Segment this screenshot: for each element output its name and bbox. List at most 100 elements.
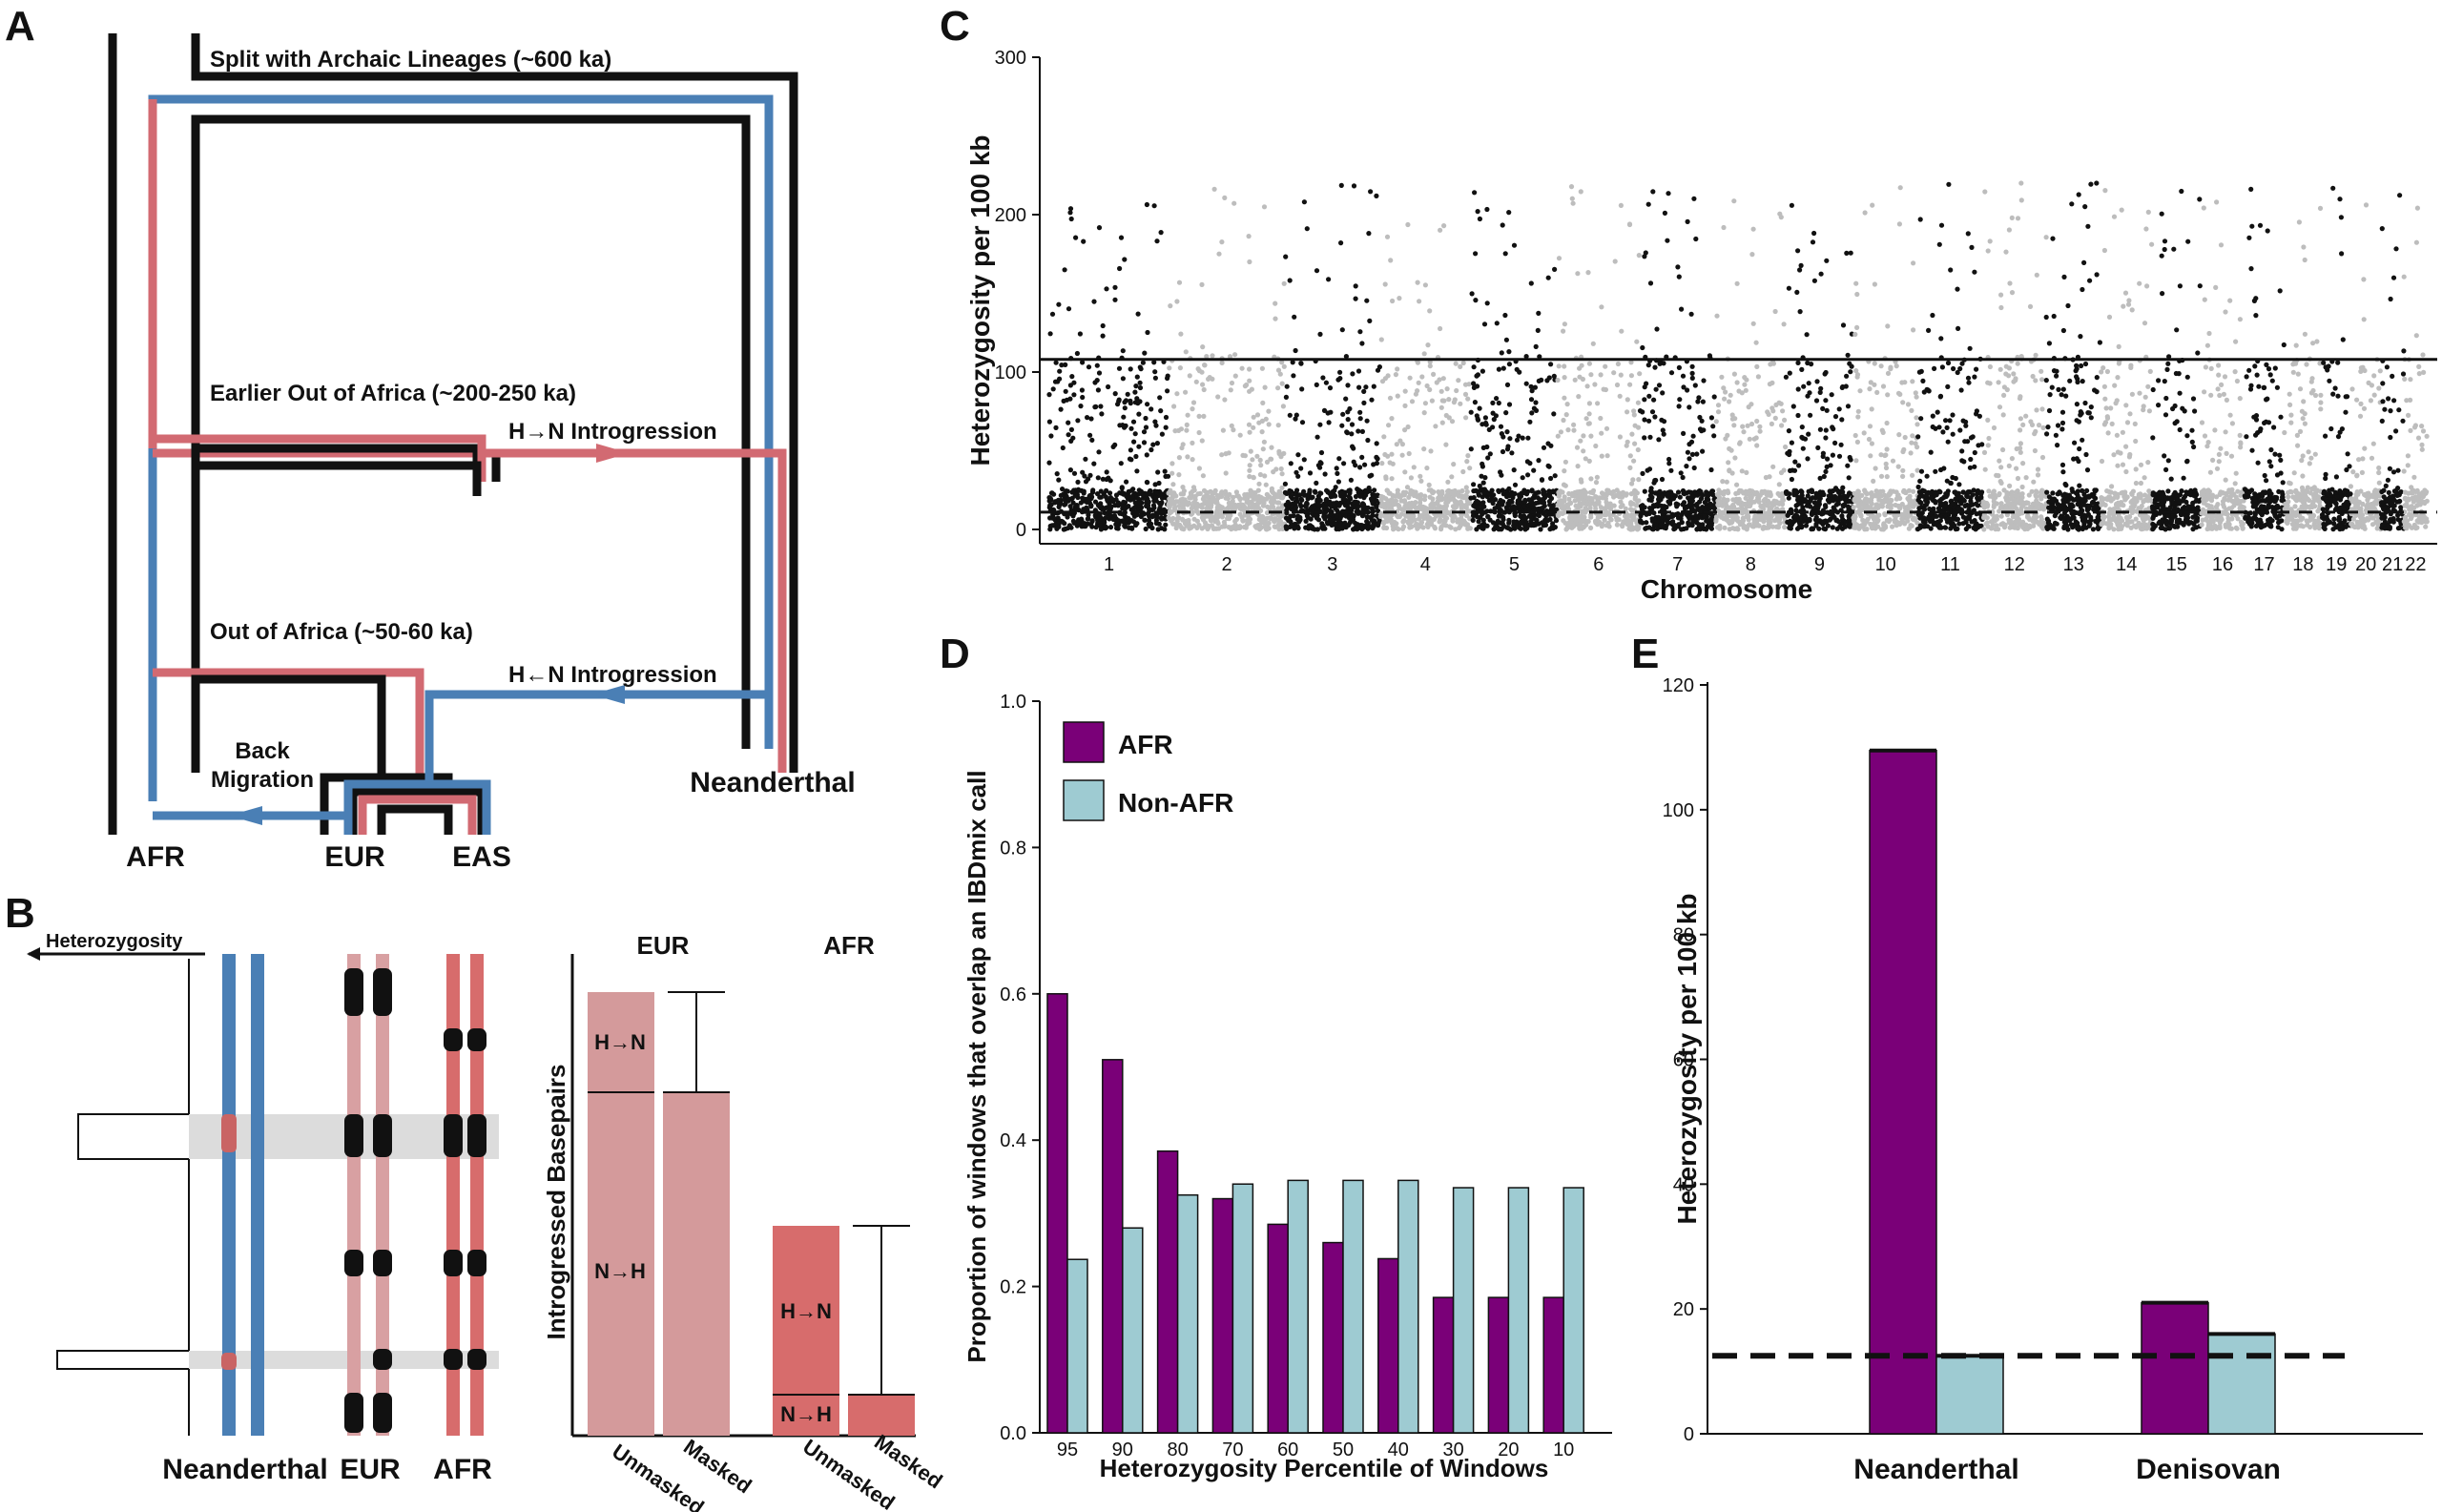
chrom-8-point [1714, 525, 1721, 530]
chrom-1-point [1067, 383, 1073, 388]
chrom-8-point [1783, 444, 1789, 450]
chrom-2-point [1168, 489, 1173, 495]
chrom-1-point [1122, 524, 1128, 529]
chrom-10-point [1872, 281, 1877, 287]
chrom-3-point [1335, 503, 1341, 508]
chrom-6-point [1592, 518, 1599, 525]
chrom-2-point [1251, 425, 1256, 430]
chrom-9-point [1829, 392, 1834, 398]
chrom-5-point [1525, 435, 1531, 441]
chrom-1-point [1096, 370, 1103, 376]
chrom-5-point [1506, 362, 1512, 367]
chrom-1-point [1108, 504, 1114, 509]
chrom-2-point [1219, 524, 1225, 529]
chrom-10-point [1854, 324, 1860, 330]
chrom-2-point [1259, 429, 1265, 435]
afr-masked-bar [848, 1395, 915, 1436]
heterozygosity-label: Heterozygosity [46, 931, 183, 952]
chrom-12-point [1985, 417, 1991, 423]
chrom-6-point [1578, 189, 1583, 195]
chrom-1-point [1121, 499, 1127, 505]
chrom-5-point [1484, 444, 1490, 450]
chrom-1-point [1150, 503, 1157, 508]
chrom-5-point [1536, 458, 1542, 464]
chrom-4-point [1378, 337, 1384, 342]
chrom-4-point [1427, 363, 1433, 369]
chrom-5-point [1539, 377, 1544, 383]
chrom-1-point [1162, 527, 1168, 532]
chrom-3-point [1314, 268, 1320, 274]
chrom-4-point [1395, 514, 1400, 520]
chrom-3-point [1319, 521, 1325, 527]
chrom-2-point [1180, 485, 1186, 490]
chrom-label-neanderthal: Neanderthal [162, 1454, 327, 1485]
chrom-6-point [1631, 412, 1637, 418]
chrom-1-point [1076, 487, 1082, 493]
chrom-2-point [1246, 234, 1252, 239]
chrom-6-point [1584, 519, 1590, 525]
chrom-1-point [1118, 461, 1124, 466]
chrom-11-point [1955, 286, 1960, 292]
chrom-11-point [1965, 494, 1971, 500]
chrom-7-point [1660, 427, 1666, 433]
chrom-1-point [1066, 420, 1071, 425]
chrom-1-point [1100, 322, 1106, 329]
chrom-6-point [1617, 434, 1623, 440]
chrom-1-point [1145, 503, 1151, 508]
chrom-1-point [1112, 284, 1118, 290]
chrom-1-point [1118, 235, 1125, 240]
chrom-4-point [1411, 465, 1417, 470]
chrom-7-point [1651, 397, 1657, 403]
chrom-9-point [1834, 496, 1840, 502]
chrom-3-point [1284, 510, 1290, 516]
chrom-4-point [1452, 498, 1458, 504]
chrom-10-point [1909, 523, 1914, 528]
chrom-5-point [1548, 443, 1554, 448]
chrom-10-point [1911, 260, 1916, 266]
chrom-7-point [1690, 433, 1696, 439]
chrom-6-point [1625, 397, 1630, 403]
chrom-8-point [1760, 503, 1766, 508]
chrom-6-point [1625, 409, 1630, 415]
chrom-2-point [1177, 365, 1183, 371]
chrom-9-point [1798, 501, 1804, 507]
chrom-9-point [1823, 435, 1829, 441]
chrom-1-point [1130, 487, 1136, 492]
chrom-7-point [1684, 526, 1689, 531]
chrom-11-point [1965, 231, 1971, 237]
chrom-10-point [1873, 493, 1880, 499]
chrom-5-point [1471, 384, 1477, 390]
chrom-4-point [1395, 487, 1400, 493]
chrom-1-point [1140, 492, 1146, 498]
chrom-1-point [1081, 238, 1086, 244]
chrom-3-point [1287, 412, 1293, 418]
chrom-1-point [1112, 442, 1118, 447]
chrom-4-point [1426, 482, 1432, 487]
chrom-4-point [1418, 500, 1423, 506]
chrom-3-point [1361, 400, 1367, 405]
chrom-1-point [1092, 499, 1099, 505]
chrom-1-point [1098, 488, 1104, 494]
chrom-1-point [1089, 437, 1095, 443]
chrom-2-point [1196, 466, 1202, 471]
chrom-6-point [1631, 458, 1637, 464]
chrom-4-point [1427, 308, 1433, 314]
chrom-3-point [1339, 423, 1345, 428]
chrom-1-point [1132, 500, 1138, 506]
chrom-9-point [1804, 332, 1810, 338]
chrom-2-point [1222, 397, 1228, 403]
chrom-7-point [1689, 506, 1695, 511]
chrom-7-point [1689, 451, 1695, 457]
chrom-3-point [1369, 397, 1375, 403]
chrom-1-point [1136, 500, 1142, 506]
chrom-2-point [1249, 491, 1254, 497]
chrom-2-point [1223, 470, 1229, 476]
chrom-5-point [1544, 378, 1550, 383]
chrom-9-point [1788, 526, 1793, 531]
chrom-5-point [1500, 499, 1506, 505]
chrom-2-point [1209, 494, 1214, 500]
chrom-1-point [1134, 396, 1140, 402]
chrom-5-point [1520, 435, 1525, 441]
chrom-9-point [1838, 442, 1844, 447]
chrom-8-point [1747, 436, 1752, 442]
